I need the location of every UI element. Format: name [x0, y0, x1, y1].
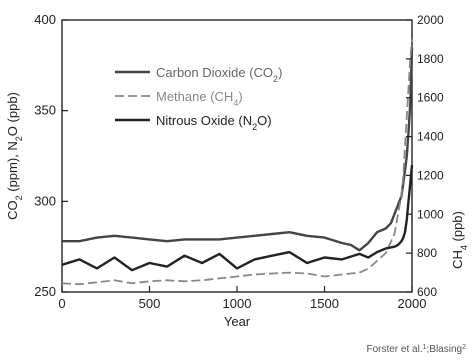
- y-right-tick-label: 1800: [417, 52, 444, 66]
- axes-layer: 0 500 1000 1500 2000 250 300 350 400 600 800 1000 12…: [34, 12, 444, 311]
- y-left-tick-label: 250: [34, 284, 56, 299]
- legend: Carbon Dioxide (CO2) Methane (CH4) Nitro…: [115, 65, 282, 132]
- series-line-nitrous-oxide-n2o: [61, 164, 414, 272]
- y-right-tick-label: 600: [417, 285, 437, 299]
- y-axis-left-title: CO2 (ppm), N2O (ppb): [5, 92, 24, 220]
- y-left-tick-label: 300: [34, 193, 56, 208]
- y-right-tick-label: 1600: [417, 91, 444, 105]
- x-tick-label: 1000: [223, 296, 252, 311]
- y-axis-right-title: CH4 (ppb): [450, 211, 469, 269]
- legend-item-co2: Carbon Dioxide (CO2): [115, 65, 282, 84]
- series-layer: [61, 39, 414, 286]
- legend-label-ch4: Methane (CH4): [156, 89, 243, 108]
- legend-label-n2o: Nitrous Oxide (N2O): [156, 113, 272, 132]
- figure-credit: Forster et al.1;Blasing2: [366, 344, 466, 356]
- x-tick-label: 2000: [398, 296, 427, 311]
- x-axis-title: Year: [224, 314, 251, 329]
- y-right-tick-label: 1400: [417, 130, 444, 144]
- x-tick-label: 0: [58, 296, 65, 311]
- x-tick-label: 1500: [310, 296, 339, 311]
- legend-item-n2o: Nitrous Oxide (N2O): [115, 113, 272, 132]
- series-line-carbon-dioxide-co2: [62, 47, 414, 252]
- legend-item-ch4: Methane (CH4): [115, 89, 243, 108]
- y-left-tick-label: 350: [34, 103, 56, 118]
- y-left-tick-label: 400: [34, 12, 56, 27]
- y-right-tick-label: 800: [417, 246, 437, 260]
- legend-label-co2: Carbon Dioxide (CO2): [156, 65, 282, 84]
- y-right-tick-label: 2000: [417, 13, 444, 27]
- y-right-tick-label: 1200: [417, 168, 444, 182]
- x-tick-label: 500: [139, 296, 161, 311]
- series-line-methane-ch4: [61, 39, 413, 286]
- y-right-tick-label: 1000: [417, 207, 444, 221]
